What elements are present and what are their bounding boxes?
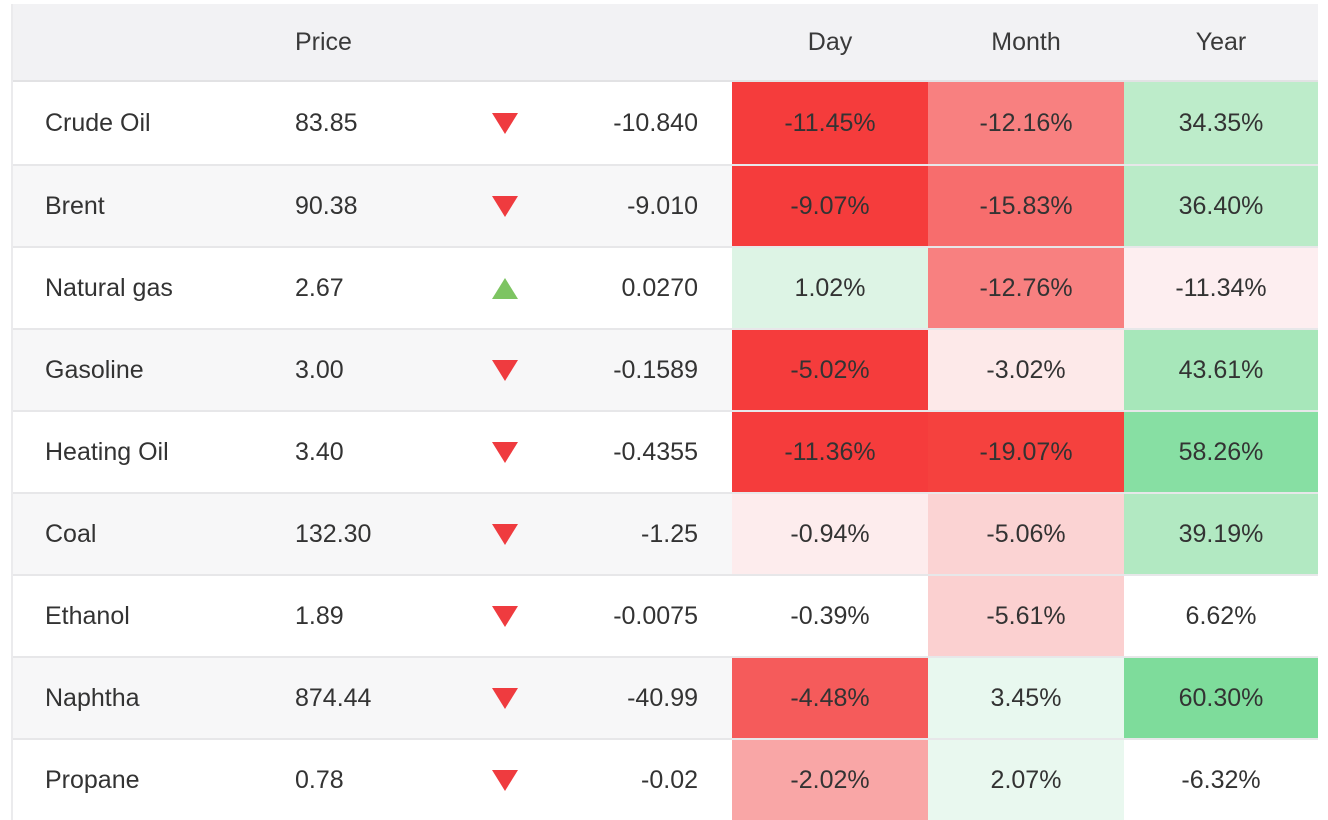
commodities-table: Price Day Month Year Crude Oil 83.85 -10…	[11, 4, 1318, 820]
commodity-name-link[interactable]: Gasoline	[45, 355, 144, 384]
month-change-cell: -15.83%	[928, 166, 1124, 246]
month-change-cell: 3.45%	[928, 658, 1124, 738]
month-change-cell: -12.16%	[928, 82, 1124, 164]
table-row[interactable]: Ethanol 1.89 -0.0075 -0.39% -5.61% 6.62%	[13, 574, 1318, 656]
price-value: 3.40	[295, 437, 344, 466]
change-value: 0.0270	[621, 273, 698, 302]
year-change-cell: 43.61%	[1124, 330, 1318, 410]
direction-cell	[480, 740, 530, 820]
direction-cell	[480, 494, 530, 574]
direction-icon	[492, 195, 518, 217]
change-value: -10.840	[613, 108, 698, 137]
table-row[interactable]: Propane 0.78 -0.02 -2.02% 2.07% -6.32%	[13, 738, 1318, 820]
price-value: 3.00	[295, 355, 344, 384]
change-value: -9.010	[627, 191, 698, 220]
day-change-cell: -2.02%	[732, 740, 928, 820]
price-value: 83.85	[295, 108, 358, 137]
day-change-cell: -11.45%	[732, 82, 928, 164]
header-name	[13, 4, 284, 80]
direction-cell	[480, 658, 530, 738]
commodity-name-link[interactable]: Ethanol	[45, 601, 130, 630]
commodity-name-link[interactable]: Coal	[45, 519, 97, 548]
direction-icon	[492, 523, 518, 545]
direction-icon	[492, 441, 518, 463]
year-change-cell: 36.40%	[1124, 166, 1318, 246]
year-change-cell: -11.34%	[1124, 248, 1318, 328]
commodity-name-link[interactable]: Heating Oil	[45, 437, 169, 466]
direction-cell	[480, 82, 530, 164]
price-value: 0.78	[295, 765, 344, 794]
direction-cell	[480, 576, 530, 656]
year-change-cell: 39.19%	[1124, 494, 1318, 574]
direction-icon	[492, 605, 518, 627]
table-body: Crude Oil 83.85 -10.840 -11.45% -12.16% …	[13, 82, 1318, 820]
table-row[interactable]: Gasoline 3.00 -0.1589 -5.02% -3.02% 43.6…	[13, 328, 1318, 410]
year-change-cell: 58.26%	[1124, 412, 1318, 492]
year-change-cell: 6.62%	[1185, 601, 1257, 630]
price-value: 1.89	[295, 601, 344, 630]
header-arrow-spacer	[480, 4, 530, 80]
direction-icon	[492, 359, 518, 381]
price-value: 90.38	[295, 191, 358, 220]
price-value: 2.67	[295, 273, 344, 302]
day-change-cell: -11.36%	[732, 412, 928, 492]
commodity-name-link[interactable]: Brent	[45, 191, 105, 220]
table-row[interactable]: Brent 90.38 -9.010 -9.07% -15.83% 36.40%	[13, 164, 1318, 246]
change-value: -0.02	[641, 765, 698, 794]
header-day[interactable]: Day	[807, 27, 853, 56]
change-value: -1.25	[641, 519, 698, 548]
day-change-cell: -0.39%	[790, 601, 870, 630]
header-month[interactable]: Month	[991, 27, 1061, 56]
month-change-cell: -12.76%	[928, 248, 1124, 328]
price-value: 132.30	[295, 519, 372, 548]
table-row[interactable]: Crude Oil 83.85 -10.840 -11.45% -12.16% …	[13, 82, 1318, 164]
commodity-name-link[interactable]: Propane	[45, 765, 140, 794]
price-value: 874.44	[295, 683, 372, 712]
change-value: -0.0075	[613, 601, 698, 630]
header-price[interactable]: Price	[295, 27, 352, 56]
direction-icon	[492, 769, 518, 791]
month-change-cell: 2.07%	[928, 740, 1124, 820]
direction-icon	[492, 687, 518, 709]
direction-cell	[480, 166, 530, 246]
day-change-cell: -9.07%	[732, 166, 928, 246]
month-change-cell: -3.02%	[928, 330, 1124, 410]
direction-cell	[480, 248, 530, 328]
direction-icon	[492, 277, 518, 299]
month-change-cell: -5.61%	[928, 576, 1124, 656]
table-row[interactable]: Coal 132.30 -1.25 -0.94% -5.06% 39.19%	[13, 492, 1318, 574]
direction-cell	[480, 412, 530, 492]
year-change-cell: 34.35%	[1124, 82, 1318, 164]
day-change-cell: -0.94%	[732, 494, 928, 574]
table-header: Price Day Month Year	[13, 4, 1318, 82]
direction-icon	[492, 112, 518, 134]
change-value: -0.4355	[613, 437, 698, 466]
change-value: -40.99	[627, 683, 698, 712]
table-row[interactable]: Naphtha 874.44 -40.99 -4.48% 3.45% 60.30…	[13, 656, 1318, 738]
table-row[interactable]: Natural gas 2.67 0.0270 1.02% -12.76% -1…	[13, 246, 1318, 328]
commodity-name-link[interactable]: Crude Oil	[45, 108, 151, 137]
commodity-name-link[interactable]: Naphtha	[45, 683, 140, 712]
day-change-cell: -5.02%	[732, 330, 928, 410]
year-change-cell: 60.30%	[1124, 658, 1318, 738]
table-row[interactable]: Heating Oil 3.40 -0.4355 -11.36% -19.07%…	[13, 410, 1318, 492]
header-year[interactable]: Year	[1195, 27, 1247, 56]
day-change-cell: 1.02%	[732, 248, 928, 328]
day-change-cell: -4.48%	[732, 658, 928, 738]
change-value: -0.1589	[613, 355, 698, 384]
commodity-name-link[interactable]: Natural gas	[45, 273, 173, 302]
month-change-cell: -5.06%	[928, 494, 1124, 574]
direction-cell	[480, 330, 530, 410]
header-change-spacer	[530, 4, 700, 80]
year-change-cell: -6.32%	[1181, 765, 1261, 794]
month-change-cell: -19.07%	[928, 412, 1124, 492]
